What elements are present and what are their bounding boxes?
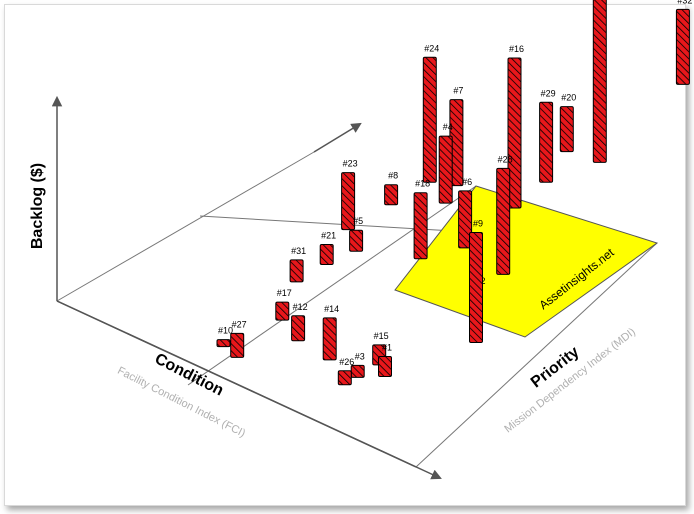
bar-label: #28 — [498, 154, 513, 164]
bar-column — [384, 184, 399, 206]
bar-label: #4 — [443, 122, 453, 132]
bar-label: #27 — [232, 319, 247, 329]
bar-column — [341, 172, 356, 231]
bar-28: #28 — [496, 154, 513, 275]
bar-column — [289, 259, 304, 283]
bar-32: #32 — [675, 0, 692, 85]
bar-17: #17 — [275, 288, 292, 321]
bar-column — [378, 356, 392, 377]
bar-column — [507, 57, 522, 209]
bar-label: #29 — [541, 88, 556, 98]
bar-label: #16 — [509, 44, 524, 54]
bar-column — [422, 56, 437, 183]
bar-column — [539, 101, 554, 183]
bar-5: #5 — [349, 216, 364, 252]
bar-label: #31 — [291, 246, 306, 256]
bar-label: #21 — [321, 231, 336, 241]
bar-23: #23 — [341, 159, 358, 231]
bar-label: #7 — [453, 86, 463, 96]
bar-label: #6 — [462, 177, 472, 187]
bar-column — [438, 135, 453, 204]
bar-6: #6 — [458, 177, 473, 249]
bar-label: #9 — [473, 219, 483, 229]
bar-column — [216, 339, 231, 348]
z-axis-subtitle: Mission Dependency Index (MDI) — [502, 326, 638, 436]
bar-column — [350, 364, 365, 378]
bar-label: #14 — [324, 304, 339, 314]
bar-column — [349, 229, 364, 252]
bar-16: #16 — [507, 44, 524, 209]
bar-label: #17 — [277, 288, 292, 298]
bar-label: #1 — [382, 343, 392, 353]
bar-12: #12 — [291, 302, 308, 342]
bar-label: #5 — [353, 216, 363, 226]
bar-column — [291, 315, 306, 342]
floor-plane — [56, 151, 658, 468]
bar-column — [230, 332, 245, 358]
bar-column — [675, 8, 690, 85]
bar-column — [275, 301, 290, 321]
bar-label: #15 — [374, 331, 389, 341]
bar-label: #32 — [677, 0, 692, 5]
bar-column — [469, 232, 483, 343]
bar-column — [413, 192, 428, 260]
bar-label: #26 — [339, 357, 354, 367]
bar-14: #14 — [322, 304, 339, 361]
floor-right-edge — [415, 242, 658, 468]
bar-31: #31 — [289, 246, 306, 283]
bar-18: #18 — [413, 179, 430, 260]
bar-label: #20 — [561, 93, 576, 103]
bar-column — [337, 370, 352, 386]
bar-column — [592, 0, 607, 163]
bar-column — [322, 317, 337, 361]
bar-label: #18 — [415, 179, 430, 189]
bar-column — [496, 167, 511, 275]
floor-back-edge — [56, 151, 315, 302]
bar-column — [319, 244, 334, 265]
bar-20: #20 — [559, 93, 576, 153]
bar-3: #3 — [350, 351, 365, 378]
bar-label: #8 — [388, 171, 398, 181]
bars-group: #32 #20 #2 #29 #24 #7 #4 #8 #16 #23 #6 #5 #18 #21 #28 #… — [216, 0, 692, 386]
bar-9: #9 — [469, 219, 483, 343]
bar-4: #4 — [438, 122, 453, 204]
bar-label: #24 — [424, 43, 439, 53]
bar-label: #10 — [218, 326, 233, 336]
bar-column — [559, 106, 574, 153]
bar-26: #26 — [337, 357, 354, 386]
x-axis-arrow — [56, 300, 442, 480]
z-axis-arrow — [313, 122, 362, 153]
bar-label: #12 — [293, 302, 308, 312]
bar-label: #3 — [355, 351, 365, 361]
bar-21: #21 — [319, 231, 336, 265]
priority-zone — [394, 185, 659, 338]
bar-10: #10 — [216, 326, 233, 348]
bar-29: #29 — [539, 88, 556, 183]
bar-8: #8 — [384, 171, 399, 206]
bar-2: #2 — [592, 0, 607, 163]
bar-1: #1 — [378, 343, 392, 377]
bar-24: #24 — [422, 43, 439, 183]
bar-label: #23 — [343, 159, 358, 169]
bar-column — [458, 190, 473, 249]
y-axis-title: Backlog ($) — [29, 163, 46, 249]
bar-27: #27 — [230, 319, 247, 358]
